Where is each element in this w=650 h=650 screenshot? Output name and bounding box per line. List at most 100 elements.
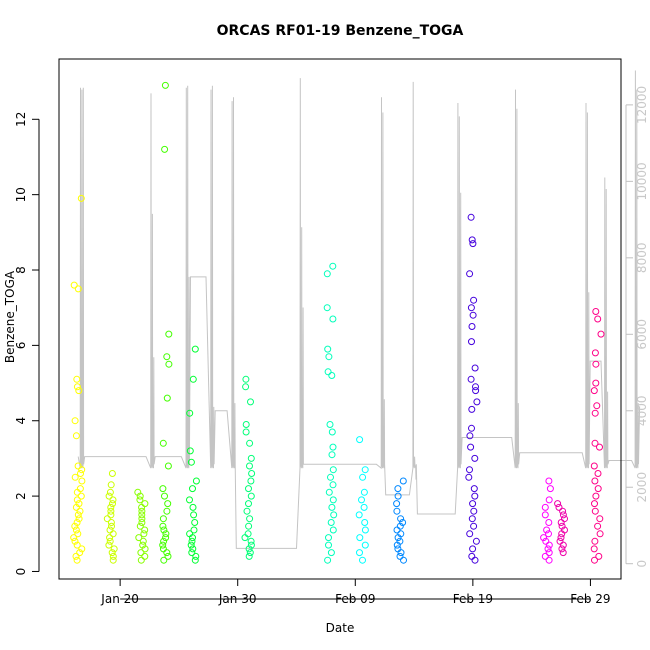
data-point	[137, 549, 145, 557]
altitude-trace-layer	[77, 70, 641, 549]
data-point	[107, 511, 115, 519]
data-point	[594, 485, 602, 493]
data-point	[72, 503, 80, 511]
data-point	[135, 534, 143, 542]
data-point	[355, 511, 363, 519]
data-point	[108, 470, 116, 477]
data-point	[71, 522, 79, 530]
data-point	[246, 515, 254, 523]
data-point	[186, 447, 194, 455]
data-point	[138, 515, 146, 523]
series-rf11	[540, 477, 554, 564]
y-tick-label: 8	[14, 266, 28, 274]
data-point	[328, 451, 336, 459]
data-point	[546, 485, 554, 493]
data-point	[242, 375, 250, 383]
data-point	[140, 530, 148, 538]
data-point	[595, 552, 603, 560]
data-point	[136, 496, 144, 504]
data-point	[138, 511, 146, 519]
data-point	[70, 534, 78, 542]
data-point	[136, 492, 144, 500]
data-point	[596, 515, 604, 523]
data-point	[469, 240, 477, 248]
data-point	[106, 537, 114, 545]
series-rf13	[590, 308, 605, 564]
data-point	[327, 549, 335, 557]
series-rf02	[103, 470, 118, 564]
data-point	[164, 500, 172, 508]
data-point	[594, 315, 602, 323]
data-point	[592, 360, 600, 368]
data-point	[591, 556, 598, 564]
data-point	[325, 353, 333, 361]
data-point	[591, 537, 599, 545]
data-point	[191, 519, 199, 526]
data-point	[591, 500, 598, 508]
data-point	[596, 530, 604, 538]
data-point	[107, 481, 115, 489]
y2-tick-label: 2000	[635, 472, 649, 503]
data-point	[543, 526, 551, 534]
chart-title: ORCAS RF01-19 Benzene_TOGA	[217, 23, 464, 39]
series-rf04	[159, 81, 173, 564]
data-point	[192, 552, 200, 560]
data-point	[136, 522, 144, 530]
data-point	[77, 194, 85, 202]
data-point	[245, 500, 252, 508]
data-point	[329, 496, 337, 504]
data-point	[74, 285, 82, 293]
y2-tick-label: 4000	[635, 396, 649, 427]
data-point	[557, 519, 565, 526]
data-point	[105, 541, 113, 549]
data-point	[594, 470, 602, 477]
data-point	[247, 398, 254, 406]
data-point	[190, 511, 198, 519]
data-point	[592, 308, 600, 315]
data-point	[108, 549, 116, 557]
data-point	[555, 503, 563, 511]
data-point	[187, 541, 195, 549]
data-point	[192, 477, 200, 485]
data-point	[393, 541, 401, 549]
data-point	[468, 515, 476, 523]
data-point	[189, 545, 197, 553]
data-point	[396, 552, 404, 560]
data-point	[245, 522, 253, 530]
data-point	[161, 81, 169, 89]
data-point	[541, 511, 549, 519]
y-tick-label: 0	[14, 568, 28, 576]
data-point	[541, 503, 549, 511]
data-point	[109, 500, 116, 508]
y-tick-label: 6	[14, 342, 28, 350]
data-point	[74, 530, 82, 538]
data-point	[109, 496, 117, 504]
y2-tick-label: 6000	[635, 319, 649, 350]
data-point	[360, 488, 368, 496]
data-point	[242, 428, 250, 436]
data-point	[137, 556, 145, 564]
data-point	[329, 443, 337, 451]
data-point	[241, 534, 249, 542]
data-point	[393, 507, 401, 515]
data-point	[328, 372, 336, 379]
y2-tick-label: 10000	[635, 162, 649, 200]
data-point	[559, 541, 567, 549]
series-rf09	[393, 477, 407, 564]
data-point	[545, 530, 552, 538]
data-point	[542, 537, 550, 545]
data-point	[468, 323, 476, 330]
data-point	[160, 556, 168, 564]
data-point	[73, 488, 81, 496]
data-point	[247, 492, 255, 500]
data-point	[106, 534, 114, 542]
data-point	[394, 492, 402, 500]
data-point	[75, 515, 83, 523]
data-point	[400, 556, 407, 564]
data-point	[397, 549, 405, 557]
data-point	[466, 530, 474, 538]
data-point	[164, 462, 172, 470]
data-point	[558, 530, 566, 538]
y-tick-label: 4	[14, 417, 28, 425]
data-point	[107, 507, 115, 515]
